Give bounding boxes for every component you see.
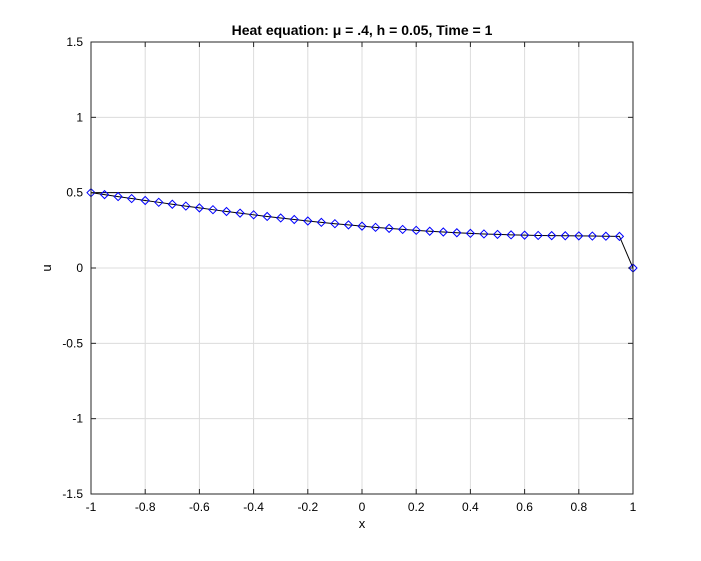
x-axis-label: x xyxy=(359,516,366,531)
y-tick-label: -1 xyxy=(72,412,83,426)
data-point-marker xyxy=(533,230,543,241)
data-point-marker xyxy=(140,195,150,206)
data-point-marker xyxy=(452,228,462,238)
ticks xyxy=(90,41,634,495)
data-point-marker xyxy=(370,222,381,233)
x-tick-label: 0.6 xyxy=(516,500,533,514)
x-tick-label: 1 xyxy=(630,500,637,514)
data-point-marker xyxy=(560,231,570,241)
y-tick-label: 1.5 xyxy=(66,35,83,49)
data-point-marker xyxy=(492,229,503,240)
y-axis-label: u xyxy=(39,264,54,271)
data-point-marker xyxy=(479,229,489,239)
y-tick-label: 0.5 xyxy=(66,186,83,200)
x-tick-label: 0.8 xyxy=(570,500,587,514)
x-tick-label: -1 xyxy=(86,500,97,514)
data-point-marker xyxy=(601,231,611,241)
data-point-marker xyxy=(248,210,259,220)
chart-title: Heat equation: μ = .4, h = 0.05, Time = … xyxy=(232,22,493,38)
x-tick-label: -0.6 xyxy=(189,500,210,514)
data-point-marker xyxy=(425,226,435,236)
x-tick-label: 0.4 xyxy=(462,500,479,514)
data-point-marker xyxy=(289,214,299,225)
data-point-marker xyxy=(99,189,110,200)
y-tick-label: -1.5 xyxy=(62,487,83,501)
data-point-marker xyxy=(357,221,367,231)
data-point-marker xyxy=(343,220,354,230)
x-tick-label: -0.8 xyxy=(135,500,156,514)
data-point-marker xyxy=(438,227,449,237)
data-point-marker xyxy=(167,199,178,209)
y-tick-label: 0 xyxy=(76,261,83,275)
y-tick-label: 1 xyxy=(76,110,83,124)
data-point-marker xyxy=(411,225,421,236)
x-tick-label: 0 xyxy=(359,500,366,514)
data-point-marker xyxy=(465,228,476,239)
data-point-marker xyxy=(194,203,205,213)
data-point-marker xyxy=(126,193,137,204)
data-point-marker xyxy=(275,213,286,223)
data-point-marker xyxy=(221,206,232,217)
data-point-marker xyxy=(574,231,584,241)
tick-labels: -1 -0.8 -0.6 -0.4 -0.2 0 0.2 0.4 0.6 0.8 1-1.5-1-0… xyxy=(62,35,636,514)
data-point-marker xyxy=(262,211,272,222)
x-tick-label: 0.2 xyxy=(408,500,425,514)
data-point-marker xyxy=(330,218,340,229)
data-point-marker xyxy=(506,230,516,240)
data-point-marker xyxy=(208,204,218,215)
data-point-marker xyxy=(519,230,530,240)
data-point-marker xyxy=(316,217,327,228)
y-tick-label: -0.5 xyxy=(62,336,83,350)
data-point-marker xyxy=(303,216,313,226)
data-point-marker xyxy=(235,208,245,218)
data-point-marker xyxy=(614,231,625,242)
data-point-marker xyxy=(546,230,557,241)
x-tick-label: -0.2 xyxy=(297,500,318,514)
data-point-marker xyxy=(113,191,123,202)
data-point-marker xyxy=(587,231,598,241)
data-point-marker xyxy=(154,197,164,208)
x-tick-label: -0.4 xyxy=(243,500,264,514)
data-point-marker xyxy=(384,223,394,234)
data-point-marker xyxy=(397,224,408,235)
data-point-marker xyxy=(181,201,191,211)
